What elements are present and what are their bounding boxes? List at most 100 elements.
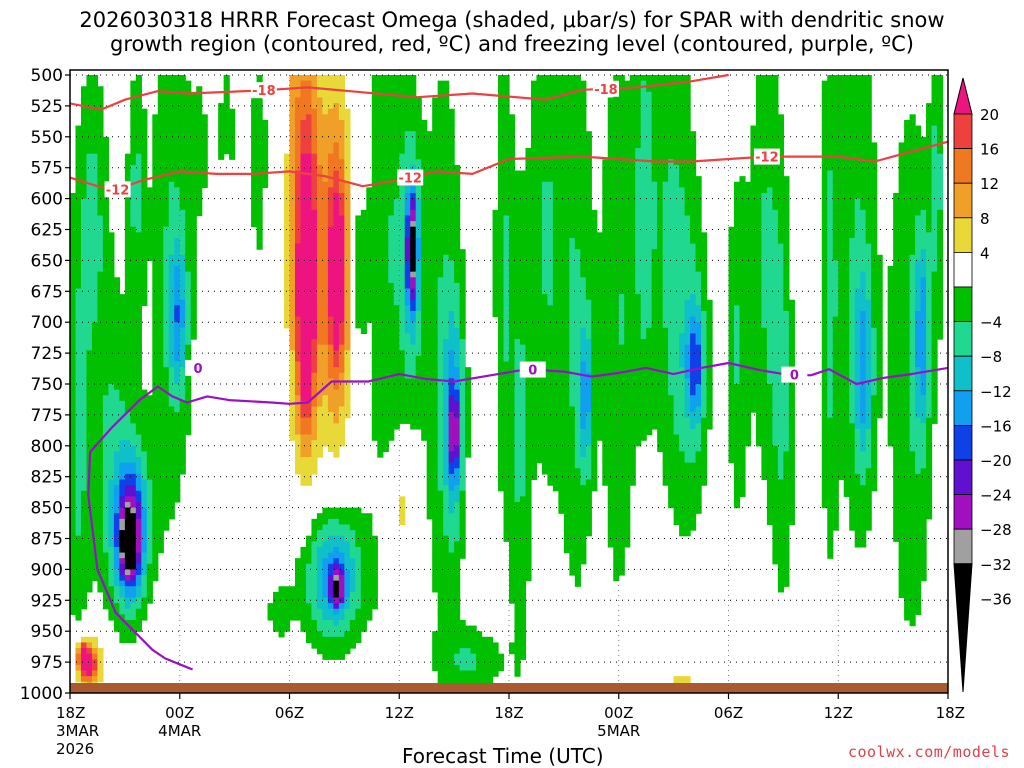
omega-cell xyxy=(415,237,422,245)
omega-cell xyxy=(256,164,263,172)
omega-cell xyxy=(75,125,82,132)
omega-cell xyxy=(448,507,455,514)
omega-cell xyxy=(399,406,406,413)
omega-cell xyxy=(344,608,351,615)
omega-cell xyxy=(459,546,466,554)
omega-cell xyxy=(174,125,181,132)
omega-cell xyxy=(316,580,324,587)
omega-cell xyxy=(168,254,175,261)
omega-cell xyxy=(119,625,126,632)
omega-cell xyxy=(70,591,77,599)
omega-cell xyxy=(492,260,499,267)
omega-cell xyxy=(454,412,461,419)
omega-cell xyxy=(157,271,164,278)
omega-cell xyxy=(437,619,444,627)
omega-cell xyxy=(305,148,313,155)
omega-cell xyxy=(322,159,329,166)
omega-cell xyxy=(185,322,192,329)
omega-cell xyxy=(70,339,77,346)
omega-cell xyxy=(152,249,159,256)
omega-cell xyxy=(393,367,400,374)
omega-cell xyxy=(322,209,329,217)
omega-cell xyxy=(119,485,126,492)
omega-cell xyxy=(223,119,230,127)
omega-cell xyxy=(338,339,345,346)
omega-cell xyxy=(278,597,285,604)
omega-cell xyxy=(75,131,82,138)
omega-cell xyxy=(333,445,340,453)
omega-cell xyxy=(196,159,203,166)
omega-cell xyxy=(294,305,302,312)
omega-cell xyxy=(525,148,532,155)
omega-cell xyxy=(498,221,505,228)
omega-cell xyxy=(377,400,384,408)
omega-cell xyxy=(322,215,329,222)
omega-cell xyxy=(311,412,318,419)
omega-cell xyxy=(152,428,159,436)
omega-cell xyxy=(388,125,395,132)
omega-cell xyxy=(75,384,82,391)
omega-cell xyxy=(135,378,142,385)
omega-cell xyxy=(333,103,340,110)
omega-cell xyxy=(514,597,521,604)
omega-cell xyxy=(185,412,192,419)
omega-cell xyxy=(410,333,417,340)
omega-cell xyxy=(305,153,313,160)
omega-cell xyxy=(91,114,99,121)
omega-cell xyxy=(294,468,302,475)
omega-cell xyxy=(305,451,313,458)
omega-cell xyxy=(333,215,340,222)
omega-cell xyxy=(163,344,170,351)
omega-cell xyxy=(91,664,99,672)
omega-cell xyxy=(190,215,197,222)
omega-cell xyxy=(80,372,88,379)
omega-cell xyxy=(75,153,82,160)
omega-cell xyxy=(86,80,93,87)
omega-cell xyxy=(130,316,137,323)
omega-cell xyxy=(70,333,77,340)
omega-cell xyxy=(130,625,137,632)
omega-cell xyxy=(377,440,384,447)
omega-cell xyxy=(294,97,302,104)
omega-cell xyxy=(421,372,428,379)
omega-cell xyxy=(80,670,88,677)
omega-cell xyxy=(371,361,378,368)
omega-cell xyxy=(388,260,395,267)
omega-cell xyxy=(157,215,164,222)
omega-cell xyxy=(91,305,99,312)
omega-cell xyxy=(333,524,340,531)
omega-cell xyxy=(201,136,208,144)
omega-cell xyxy=(322,569,329,576)
omega-cell xyxy=(454,434,461,441)
omega-cell xyxy=(256,187,263,194)
omega-cell xyxy=(514,254,521,261)
omega-cell xyxy=(465,648,472,655)
omega-cell xyxy=(519,204,527,211)
omega-cell xyxy=(366,237,373,245)
omega-cell xyxy=(124,355,131,363)
omega-cell xyxy=(503,316,510,323)
omega-cell xyxy=(437,664,444,672)
omega-cell xyxy=(415,209,422,217)
omega-cell xyxy=(338,395,345,402)
omega-cell xyxy=(437,395,444,402)
omega-cell xyxy=(349,518,356,526)
omega-cell xyxy=(124,215,131,222)
omega-cell xyxy=(289,215,296,222)
omega-cell xyxy=(377,361,384,368)
omega-cell xyxy=(284,586,291,593)
omega-cell xyxy=(113,412,120,419)
omega-cell xyxy=(152,541,159,548)
omega-cell xyxy=(201,142,208,149)
omega-cell xyxy=(388,97,395,104)
omega-cell xyxy=(448,316,455,323)
omega-cell xyxy=(349,558,356,565)
omega-cell xyxy=(300,400,307,408)
omega-cell xyxy=(75,294,82,301)
omega-cell xyxy=(300,412,307,419)
omega-cell xyxy=(415,395,422,402)
omega-cell xyxy=(174,462,181,469)
omega-cell xyxy=(388,86,395,93)
omega-cell xyxy=(388,204,395,211)
omega-cell xyxy=(294,434,302,441)
